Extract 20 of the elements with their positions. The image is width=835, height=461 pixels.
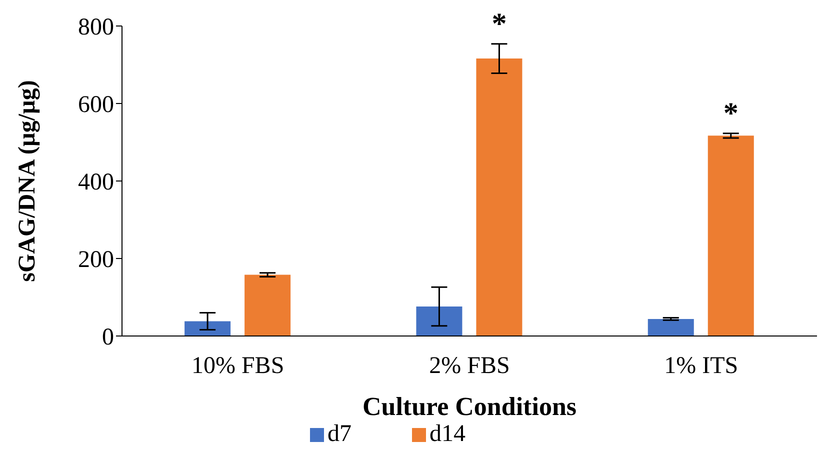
y-tick-label: 400 [78, 170, 114, 196]
bar [416, 306, 462, 336]
y-tick-label: 200 [78, 247, 114, 274]
bar [648, 318, 694, 336]
x-axis-title: Culture Conditions [362, 392, 577, 421]
legend-label: d7 [328, 421, 352, 447]
data-label: * [492, 7, 507, 40]
y-tick-label: 0 [102, 324, 114, 351]
y-tick-label: 800 [78, 14, 114, 41]
x-tick-label: 2% FBS [429, 353, 510, 380]
bar [244, 274, 291, 336]
y-axis-title: sGAG/DNA (µg/µg) [14, 80, 41, 282]
data-label: * [723, 96, 738, 130]
bar [476, 58, 522, 336]
x-tick-label: 10% FBS [191, 353, 284, 380]
legend-label: d14 [430, 421, 466, 447]
bar [708, 136, 754, 336]
y-tick-label: 600 [78, 92, 114, 118]
bar [184, 321, 231, 336]
x-tick-label: 1% ITS [664, 353, 738, 380]
